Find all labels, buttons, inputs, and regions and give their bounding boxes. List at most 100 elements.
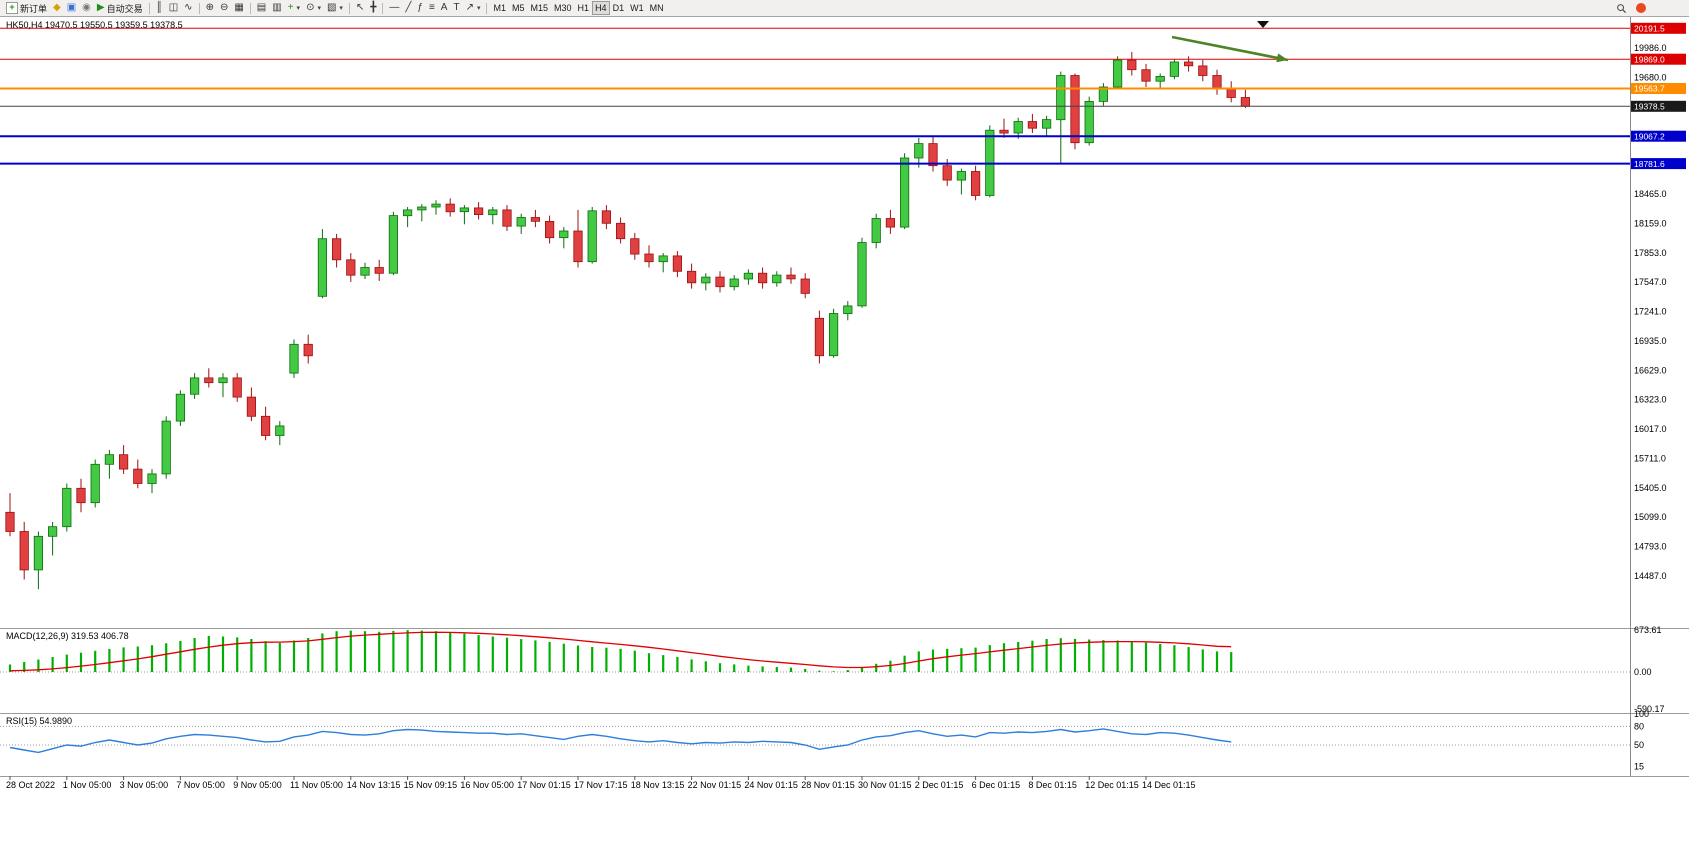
price-level-badge-label: 19563.7	[1634, 84, 1665, 94]
auto-trading-button[interactable]: ▶ 自动交易	[94, 1, 146, 15]
zoom-in-button[interactable]: ⊕	[203, 1, 217, 15]
candle-body	[275, 425, 285, 436]
candle-body	[1212, 75, 1222, 90]
candle-body	[1169, 61, 1179, 77]
time-axis-label: 11 Nov 05:00	[290, 780, 343, 790]
timeframe-w1-button[interactable]: W1	[627, 1, 647, 15]
dropdown-arrow-icon: ▾	[296, 5, 301, 12]
candle-body	[260, 415, 271, 436]
price-axis-label: 16323.0	[1634, 395, 1667, 405]
candle-body	[431, 203, 441, 208]
price-axis-label: 17241.0	[1634, 307, 1667, 317]
zoom-out-button[interactable]: ⊖	[217, 1, 231, 15]
text-tool-button[interactable]: A	[438, 1, 451, 15]
timeframe-m15-button[interactable]: M15	[528, 1, 552, 15]
time-axis-label: 6 Dec 01:15	[972, 780, 1021, 790]
macd-signal-line	[9, 631, 1232, 672]
notification-icon[interactable]	[1636, 3, 1646, 13]
fibonacci-icon: ƒ	[417, 2, 423, 13]
crosshair-icon: ╋	[370, 2, 377, 13]
candle-body	[800, 278, 810, 294]
candle-body	[189, 377, 200, 395]
label-tool-button[interactable]: T	[450, 1, 462, 15]
arrows-tool-icon: ↗	[465, 2, 474, 13]
zoom-out-icon: ⊖	[219, 2, 229, 13]
candle-body	[573, 230, 583, 263]
timeframe-m30-button[interactable]: M30	[551, 1, 575, 15]
search-button[interactable]	[1613, 1, 1630, 15]
dropdown-arrow-icon: ▾	[317, 5, 321, 12]
candle-body	[459, 207, 470, 213]
toolbar-separator	[382, 2, 384, 14]
candle-body	[942, 165, 952, 181]
tile-windows-button[interactable]: ▦	[231, 1, 246, 15]
candle-body	[161, 420, 171, 475]
candle-body	[630, 238, 640, 255]
candle-body	[204, 377, 214, 384]
rsi-indicator-label: RSI(15) 54.9890	[6, 716, 73, 726]
candle-body	[956, 171, 967, 181]
time-axis-label: 30 Nov 01:15	[858, 780, 912, 790]
rsi-line	[9, 728, 1232, 754]
channel-tool-button[interactable]: ≡	[426, 1, 438, 15]
timeframe-d1-button[interactable]: D1	[610, 1, 628, 15]
trendline-tool-button[interactable]: ╱	[402, 1, 414, 15]
community-button[interactable]: ◉	[79, 1, 94, 15]
price-axis-label: 15711.0	[1634, 453, 1666, 463]
candle-body	[488, 209, 498, 216]
candle-body	[133, 468, 143, 484]
market-watch-button[interactable]: ▣	[64, 1, 79, 15]
candle-body	[402, 209, 413, 217]
price-axis-label: 19680.0	[1634, 72, 1667, 82]
crosshair-button[interactable]: ╋	[367, 1, 379, 15]
time-axis-label: 17 Nov 01:15	[517, 780, 571, 790]
new-order-button[interactable]: + 新订单	[3, 1, 50, 15]
indicators-list-icon: ▤	[256, 2, 267, 13]
candle-body	[587, 210, 597, 263]
time-axis-label: 16 Nov 05:00	[460, 780, 514, 790]
alerts-button[interactable]: ◆	[50, 1, 64, 15]
timeframe-h4-button[interactable]: H4	[592, 1, 610, 15]
object-anchor-marker	[1257, 21, 1269, 28]
price-level-badge-label: 19869.0	[1634, 54, 1665, 64]
candle-body	[758, 272, 768, 284]
templates-button[interactable]: ▧ ▾	[324, 1, 346, 15]
time-axis-label: 18 Nov 13:15	[631, 780, 685, 790]
candle-body	[1013, 121, 1023, 134]
timeframe-h1-button[interactable]: H1	[575, 1, 593, 15]
indicators-list-button[interactable]: ▤	[254, 1, 269, 15]
price-axis-label: 14793.0	[1634, 542, 1667, 552]
objects-list-button[interactable]: ▥	[269, 1, 284, 15]
tile-windows-icon: ▦	[234, 2, 244, 13]
candle-body	[672, 255, 683, 272]
price-axis-label: 17853.0	[1634, 248, 1667, 258]
price-level-badge	[1631, 53, 1686, 65]
trend-arrow-head	[1276, 53, 1288, 63]
candle-body	[119, 454, 129, 470]
candlestick-chart-button[interactable]: ◫	[166, 1, 181, 15]
line-chart-button[interactable]: ∿	[181, 1, 195, 15]
fibonacci-tool-button[interactable]: ƒ	[414, 1, 426, 15]
candle-body	[147, 473, 157, 484]
arrows-tool-button[interactable]: ↗ ▾	[463, 1, 484, 15]
candle-body	[530, 217, 541, 222]
add-indicator-button[interactable]: + ▾	[285, 1, 303, 15]
candle-body	[516, 217, 526, 227]
periods-button[interactable]: ⊙ ▾	[303, 1, 324, 15]
horizontal-line-tool-button[interactable]: —	[386, 1, 402, 15]
candle-body	[76, 487, 86, 504]
price-axis-label: 16629.0	[1634, 365, 1667, 375]
cursor-button[interactable]: ↖	[353, 1, 367, 15]
timeframe-m5-button[interactable]: M5	[509, 1, 528, 15]
timeframe-mn-button[interactable]: MN	[647, 1, 667, 15]
rsi-axis-label: 50	[1634, 740, 1644, 750]
candle-body	[701, 276, 711, 284]
time-axis-label: 24 Nov 01:15	[744, 780, 798, 790]
timeframe-m1-button[interactable]: M1	[490, 1, 509, 15]
bar-chart-button[interactable]: ║	[153, 1, 166, 15]
candle-body	[331, 238, 342, 261]
candle-body	[388, 215, 399, 274]
candle-body	[1127, 59, 1137, 71]
price-level-badge-label: 19378.5	[1634, 102, 1665, 112]
